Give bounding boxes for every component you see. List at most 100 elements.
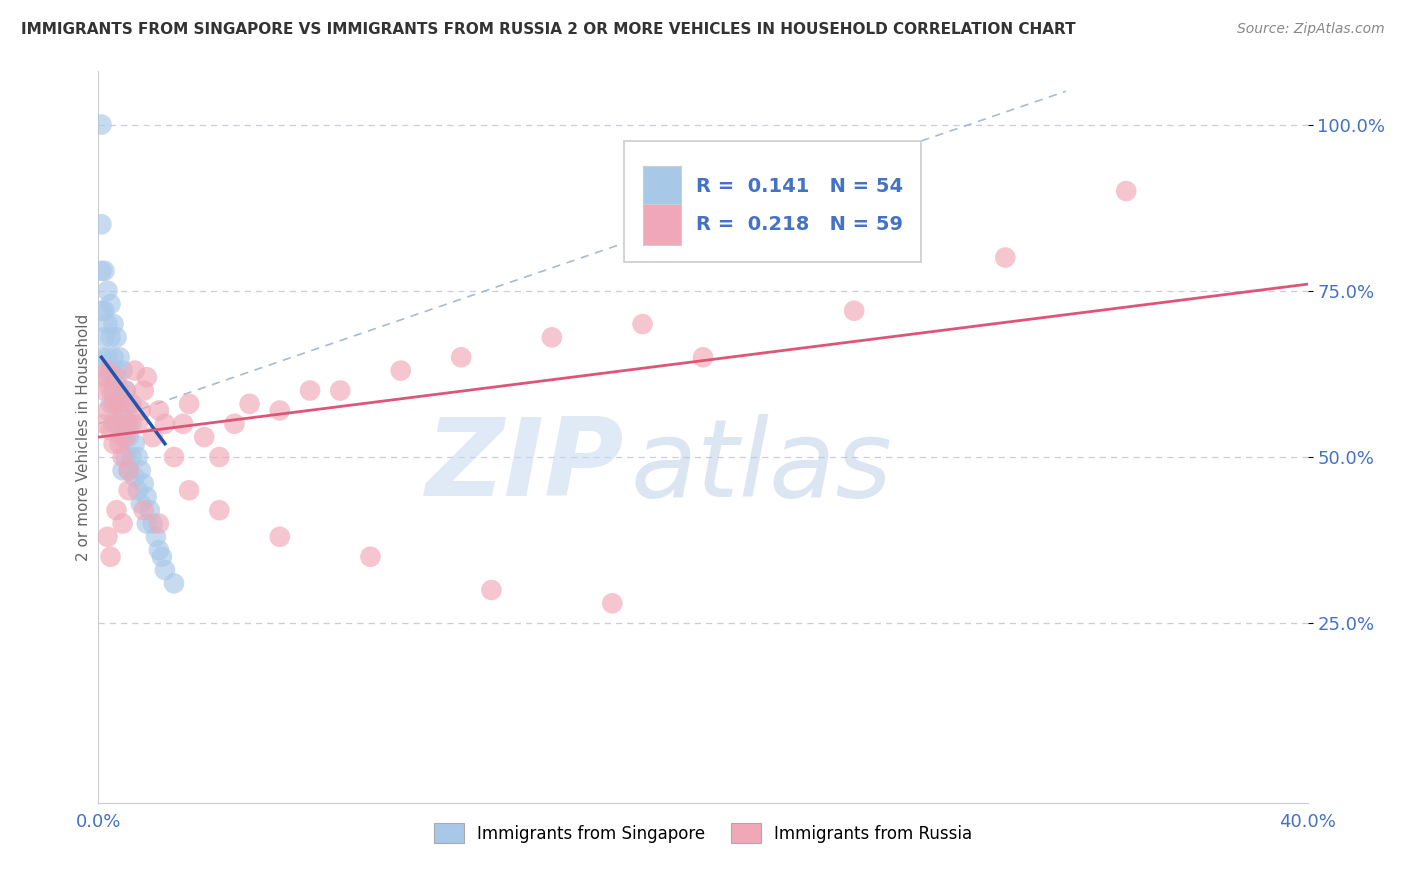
Point [135,490,157,504]
Point [481,582,503,597]
Point [93,264,115,278]
Point [224,417,246,431]
Point [100,397,122,411]
Point [124,436,146,450]
Point [111,516,134,531]
Point [96,351,118,365]
Point [172,417,194,431]
Point [100,384,122,398]
Point [153,563,176,577]
Point [93,303,115,318]
Text: Source: ZipAtlas.com: Source: ZipAtlas.com [1237,22,1385,37]
Point [105,330,128,344]
Point [114,384,136,398]
Point [994,251,1017,265]
Point [145,530,167,544]
Point [135,516,157,531]
Point [105,397,128,411]
Point [450,351,472,365]
Point [602,596,624,610]
Point [129,463,152,477]
Point [90,118,112,132]
Point [163,576,186,591]
Point [93,330,115,344]
Point [90,370,112,384]
Point [114,417,136,431]
Point [142,516,165,531]
Point [329,384,352,398]
Point [844,303,866,318]
Point [111,363,134,377]
Point [153,417,176,431]
Point [96,403,118,417]
Point [111,463,134,477]
Point [132,384,155,398]
Point [111,410,134,425]
Point [90,351,112,365]
Point [163,450,186,464]
Text: ZIP: ZIP [426,413,624,519]
Point [96,317,118,331]
Point [179,483,201,498]
Point [118,463,141,477]
Point [90,303,112,318]
Point [103,351,125,365]
Point [118,397,141,411]
Point [108,351,131,365]
Point [111,430,134,444]
Point [103,417,125,431]
Point [193,430,215,444]
Point [114,384,136,398]
Point [139,503,162,517]
Point [269,403,291,417]
Point [389,363,412,377]
Point [148,403,170,417]
Point [93,417,115,431]
Point [148,543,170,558]
Point [179,397,201,411]
Y-axis label: 2 or more Vehicles in Household: 2 or more Vehicles in Household [76,313,91,561]
Point [103,397,125,411]
Point [100,363,122,377]
FancyBboxPatch shape [643,167,682,207]
Point [540,330,562,344]
Point [118,417,141,431]
Point [111,397,134,411]
Point [148,516,170,531]
Point [132,476,155,491]
Point [208,503,231,517]
Point [118,430,141,444]
Point [124,470,146,484]
Point [1115,184,1137,198]
Point [121,450,143,464]
Point [96,530,118,544]
Point [105,370,128,384]
Point [124,363,146,377]
Point [127,417,149,431]
Point [96,284,118,298]
Point [299,384,322,398]
Text: IMMIGRANTS FROM SINGAPORE VS IMMIGRANTS FROM RUSSIA 2 OR MORE VEHICLES IN HOUSEH: IMMIGRANTS FROM SINGAPORE VS IMMIGRANTS … [21,22,1076,37]
Point [108,397,131,411]
Point [103,436,125,450]
Point [121,397,143,411]
Point [114,450,136,464]
Point [142,430,165,444]
Point [105,363,128,377]
Point [114,430,136,444]
Point [208,450,231,464]
Point [103,384,125,398]
Point [129,403,152,417]
Point [96,363,118,377]
Text: R =  0.218   N = 59: R = 0.218 N = 59 [696,215,903,234]
Point [127,450,149,464]
Point [108,436,131,450]
Legend: Immigrants from Singapore, Immigrants from Russia: Immigrants from Singapore, Immigrants fr… [427,817,979,849]
Point [239,397,262,411]
Point [269,530,291,544]
Text: atlas: atlas [630,414,893,519]
Point [100,424,122,438]
Point [150,549,173,564]
Point [108,417,131,431]
Point [93,384,115,398]
